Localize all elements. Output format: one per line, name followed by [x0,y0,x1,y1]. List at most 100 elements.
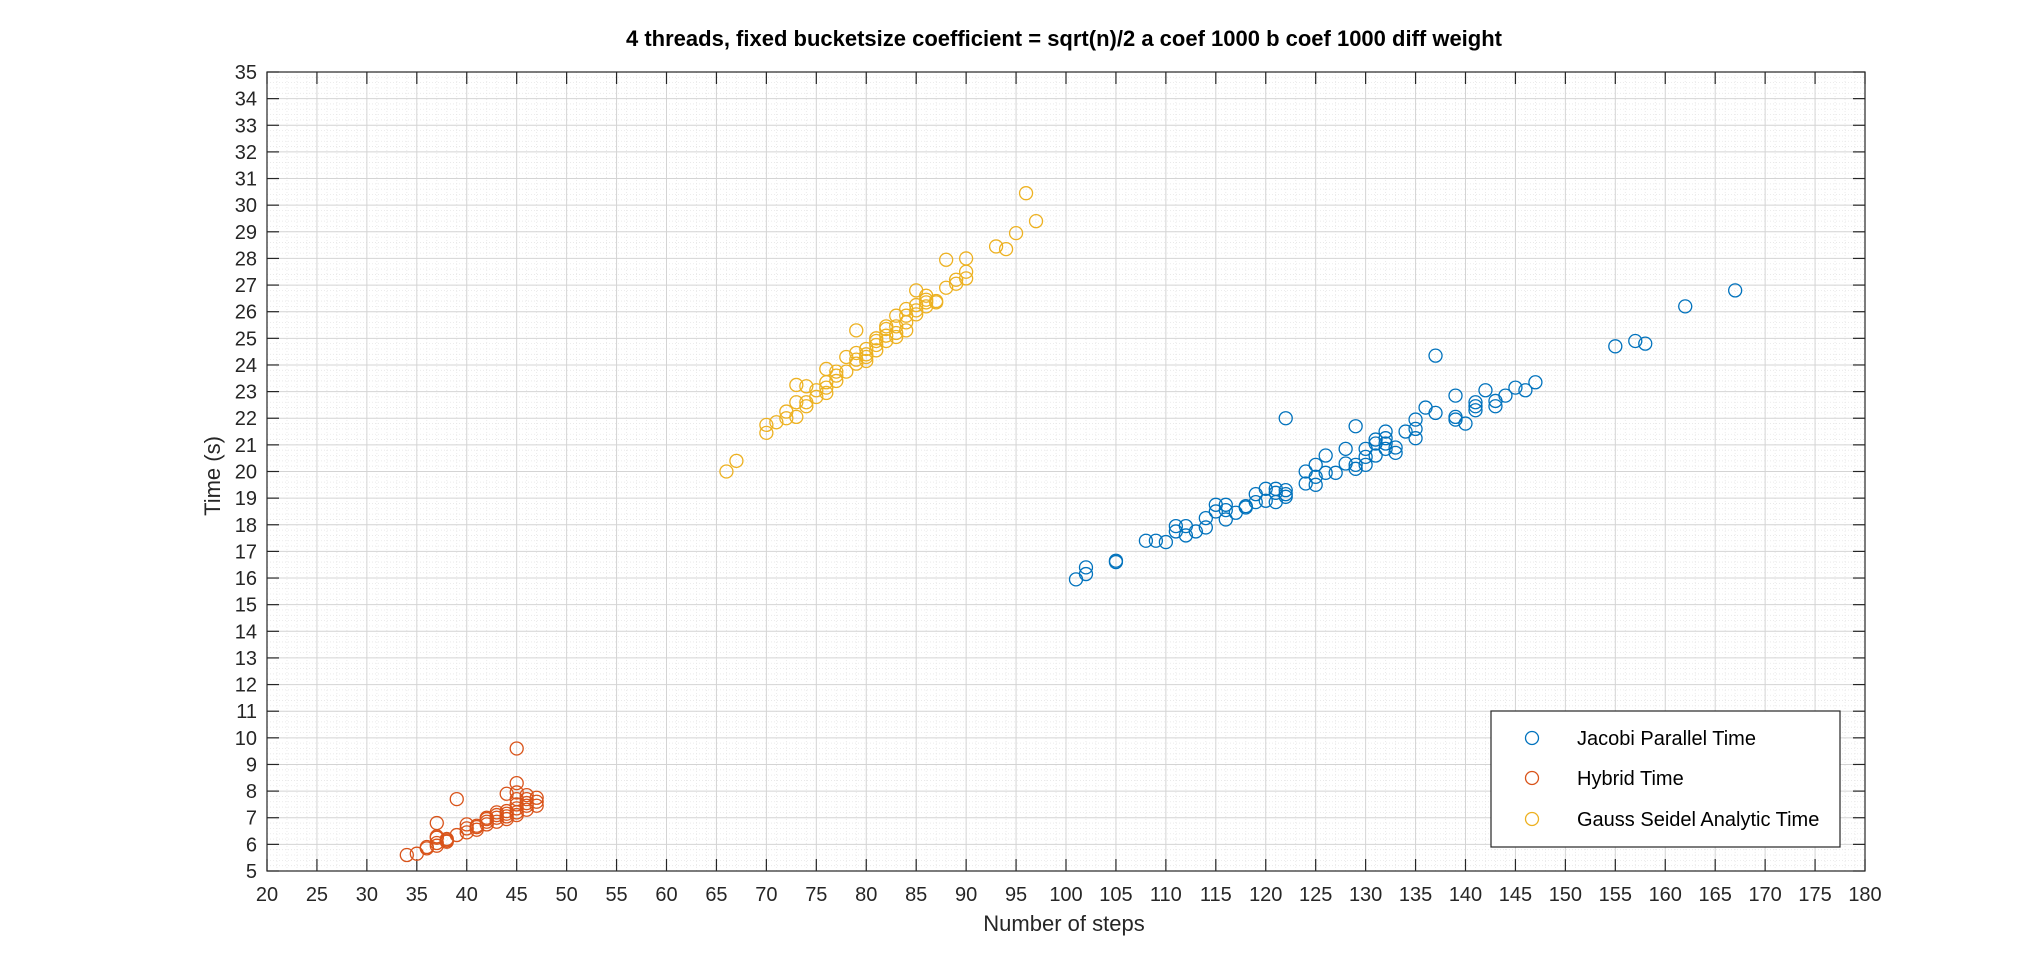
data-point [779,411,794,426]
y-tick-label: 11 [236,701,257,723]
data-point [509,775,524,791]
chart-title: 4 threads, fixed bucketsize coefficient … [626,26,1503,51]
data-point [869,331,884,346]
y-tick-label: 30 [235,195,257,217]
y-tick-label: 35 [235,62,257,84]
y-tick-label: 14 [235,621,257,643]
y-tick-label: 26 [235,302,257,324]
data-point [1518,383,1533,398]
data-point [859,341,874,357]
data-point [1238,498,1253,514]
y-tick-label: 21 [235,435,257,457]
data-point [958,271,974,286]
x-tick-label: 25 [306,884,328,906]
data-point [849,356,864,371]
data-point [1218,502,1233,518]
data-point [998,241,1014,257]
x-tick-label: 95 [1005,884,1027,906]
data-point [849,323,864,338]
legend-entry-jacobi: Jacobi Parallel Time [1524,728,1756,750]
x-tick-label: 60 [655,884,677,906]
data-point [1348,419,1363,434]
data-point [1158,534,1174,550]
legend-marker [1524,811,1540,827]
legend-box [1490,710,1841,848]
y-tick-label: 18 [235,515,257,537]
x-tick-label: 30 [356,884,378,906]
data-point [1248,494,1263,510]
data-point [799,399,814,414]
x-axis-label: Number of steps [983,911,1144,936]
legend-label: Gauss Seidel Analytic Time [1577,809,1819,831]
data-point [439,831,454,847]
legend-entry-hybrid: Hybrid Time [1524,768,1684,790]
data-point [1378,441,1393,457]
data-point [869,343,884,358]
data-point [519,791,534,807]
data-point [948,272,964,287]
legend: Jacobi Parallel Time Hybrid Time Gauss S… [1490,710,1841,848]
data-point [1078,566,1094,582]
x-tick-label: 35 [406,884,428,906]
x-tick-label: 20 [256,884,278,906]
data-point [1408,421,1423,437]
y-tick-label: 6 [246,834,257,856]
y-tick-label: 32 [235,142,257,164]
y-tick-label: 34 [235,89,257,111]
data-point [849,345,864,361]
data-point [829,364,844,379]
x-tick-label: 160 [1649,884,1682,906]
data-point [429,835,444,851]
data-point [809,389,824,405]
data-point [819,361,834,377]
y-tick-label: 13 [235,648,257,670]
data-point [939,280,954,295]
data-point [1468,399,1483,414]
data-point [1478,383,1493,398]
data-point [879,319,894,334]
data-point [839,349,854,365]
y-tick-label: 9 [246,754,257,776]
data-point [789,395,804,410]
data-point [1428,348,1443,363]
x-tick-label: 65 [705,884,727,906]
data-point [1258,493,1273,508]
data-point [399,847,414,863]
y-tick-labels: 5 6 7 8 9 10 11 12 13 14 15 16 17 18 19 20 21 22 23 24 25 26 2… [235,62,257,883]
data-point [529,794,544,809]
x-tick-label: 105 [1099,884,1132,906]
y-tick-label: 8 [246,781,257,803]
legend-entry-gauss-seidel: Gauss Seidel Analytic Time [1524,809,1819,831]
data-point [459,821,474,836]
data-point [1448,409,1463,425]
data-point [819,385,834,401]
data-point [1408,412,1423,427]
data-point [869,337,884,353]
data-point [1378,431,1393,446]
y-tick-label: 10 [235,728,257,750]
y-tick-label: 5 [246,861,257,883]
x-tick-label: 80 [855,884,877,906]
series-2 [719,186,1044,479]
x-tick-label: 175 [1798,884,1831,906]
data-point [719,464,734,479]
data-point [1178,528,1193,543]
tick-marks [266,71,1866,872]
y-tick-label: 27 [235,275,257,297]
data-point [859,347,874,362]
legend-marker [1524,770,1540,786]
data-point [1348,457,1363,472]
data-point [509,741,524,756]
x-tick-label: 45 [506,884,528,906]
data-point [1468,403,1483,418]
x-tick-label: 100 [1049,884,1082,906]
data-point [1358,449,1373,465]
x-tick-label: 90 [955,884,977,906]
y-tick-label: 22 [235,408,257,430]
data-point [1308,477,1323,492]
data-point [1368,432,1383,447]
data-point [1318,448,1333,463]
y-tick-label: 33 [235,115,257,137]
data-point [879,333,894,349]
